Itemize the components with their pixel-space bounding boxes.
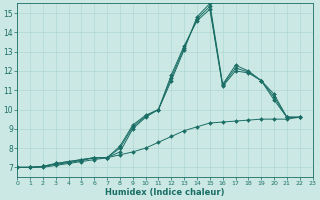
X-axis label: Humidex (Indice chaleur): Humidex (Indice chaleur) [105,188,225,197]
